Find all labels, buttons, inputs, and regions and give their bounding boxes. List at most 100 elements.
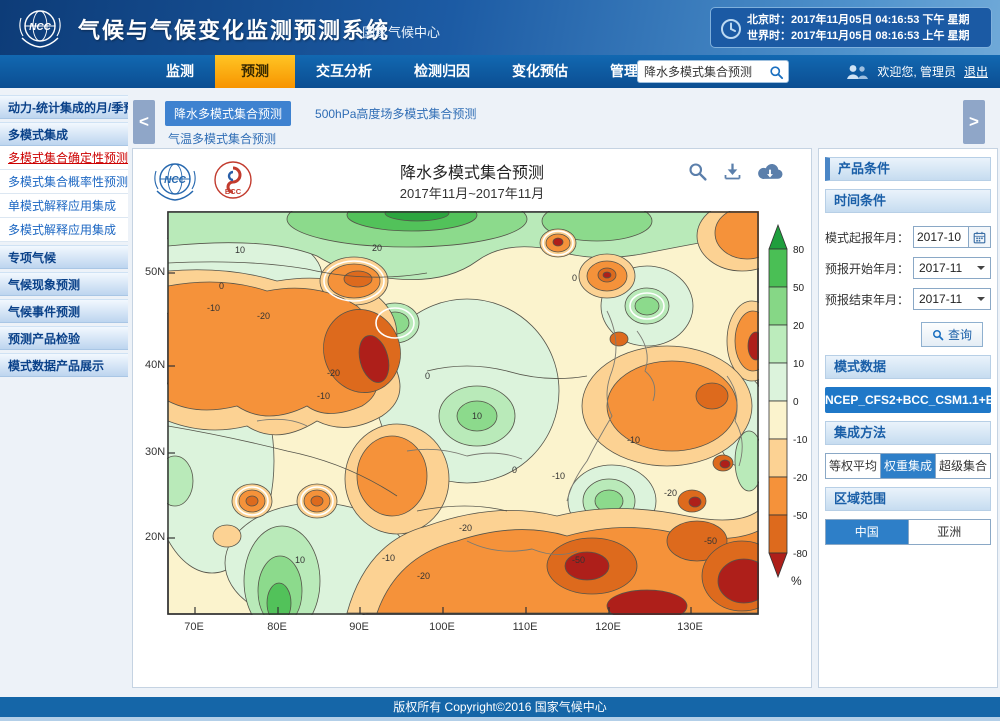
nav-tab-prediction[interactable]: 预测 bbox=[215, 55, 295, 88]
method-equal-weight[interactable]: 等权平均 bbox=[826, 454, 880, 478]
svg-text:-10: -10 bbox=[207, 303, 220, 313]
sidebar-item-deterministic-forecast[interactable]: 多模式集合确定性预测 bbox=[0, 146, 128, 170]
nav-tab-detection-attribution[interactable]: 检测归因 bbox=[414, 63, 470, 79]
logout-link[interactable]: 退出 bbox=[963, 65, 988, 79]
legend-unit: % bbox=[791, 574, 802, 588]
map-subtitle: 2017年11月~2017年11月 bbox=[399, 186, 545, 201]
svg-text:10: 10 bbox=[472, 411, 482, 421]
svg-text:BCC: BCC bbox=[225, 187, 242, 196]
map-title: 降水多模式集合预测 bbox=[399, 165, 544, 182]
nav-tab-change-assessment[interactable]: 变化预估 bbox=[512, 63, 568, 79]
nav-tab-monitoring[interactable]: 监测 bbox=[166, 63, 194, 79]
x-axis-tick: 70E bbox=[184, 621, 204, 633]
subtab-temperature-ensemble[interactable]: 气温多模式集合预测 bbox=[168, 132, 277, 146]
map-panel: NCC BCC 降水多模式集合预测 2017年11月~2017年11月 bbox=[132, 148, 812, 688]
sidebar-item-multimodel-ensemble[interactable]: 多模式集成 bbox=[0, 122, 128, 146]
region-section-title: 区域范围 bbox=[825, 487, 991, 511]
forecast-end-select[interactable]: 2017-11 bbox=[913, 288, 991, 310]
y-axis-tick: 40N bbox=[145, 359, 166, 371]
sidebar-item-dynstat-monthly[interactable]: 动力-统计集成的月/季预测 bbox=[0, 95, 128, 119]
cloud-download-icon[interactable] bbox=[757, 161, 783, 187]
nav-tab-interactive-analysis[interactable]: 交互分析 bbox=[316, 63, 372, 79]
sidebar-item-special-climate[interactable]: 专项气候 bbox=[0, 245, 128, 269]
y-axis-tick: 30N bbox=[145, 446, 166, 458]
sidebar-item-model-data-display[interactable]: 模式数据产品展示 bbox=[0, 353, 128, 377]
region-asia[interactable]: 亚洲 bbox=[907, 520, 990, 544]
svg-text:-50: -50 bbox=[793, 511, 808, 522]
sidebar-item-single-model-application[interactable]: 单模式解释应用集成 bbox=[0, 194, 128, 218]
svg-text:-20: -20 bbox=[327, 368, 340, 378]
subtab-500hpa-ensemble[interactable]: 500hPa高度场多模式集合预测 bbox=[315, 107, 477, 121]
sidebar-item-probabilistic-forecast[interactable]: 多模式集合概率性预测 bbox=[0, 170, 128, 194]
region-china[interactable]: 中国 bbox=[826, 520, 908, 544]
sidebar-item-climate-events[interactable]: 气候事件预测 bbox=[0, 299, 128, 323]
search-box bbox=[637, 60, 789, 83]
contour-lines bbox=[167, 261, 588, 512]
download-icon[interactable] bbox=[722, 161, 743, 187]
zoom-icon[interactable] bbox=[687, 161, 708, 187]
svg-text:-20: -20 bbox=[793, 473, 808, 484]
query-button[interactable]: 查询 bbox=[920, 322, 983, 347]
region-group: 中国 亚洲 bbox=[825, 519, 991, 545]
svg-text:10: 10 bbox=[793, 359, 805, 370]
ensemble-method-group: 等权平均 权重集成 超级集合 bbox=[825, 453, 991, 479]
x-axis-tick: 80E bbox=[267, 621, 287, 633]
svg-text:-20: -20 bbox=[257, 311, 270, 321]
svg-text:0: 0 bbox=[572, 273, 577, 283]
svg-text:NCC: NCC bbox=[29, 22, 51, 33]
x-axis-tick: 110E bbox=[512, 621, 538, 633]
svg-text:0: 0 bbox=[425, 371, 430, 381]
svg-text:-10: -10 bbox=[627, 435, 640, 445]
app-title: 气候与气候变化监测预测系统 bbox=[78, 18, 391, 43]
method-super-ensemble[interactable]: 超级集合 bbox=[935, 454, 990, 478]
coastline-lines bbox=[256, 310, 743, 555]
ncc-logo-icon: NCC bbox=[14, 4, 66, 55]
method-weighted-ensemble[interactable]: 权重集成 bbox=[880, 454, 935, 478]
sidebar-item-forecast-verification[interactable]: 预测产品检验 bbox=[0, 326, 128, 350]
time-section-title: 时间条件 bbox=[825, 189, 991, 213]
sidebar-menu: 动力-统计集成的月/季预测 多模式集成 多模式集合确定性预测 多模式集合概率性预… bbox=[0, 95, 128, 377]
svg-text:0: 0 bbox=[793, 397, 799, 408]
chevron-down-icon bbox=[977, 266, 985, 274]
app-header: NCC 气候与气候变化监测预测系统 国家气候中心 北京时：2017年11月05日… bbox=[0, 0, 1000, 55]
svg-text:-20: -20 bbox=[459, 523, 472, 533]
subtab-precipitation-ensemble[interactable]: 降水多模式集合预测 bbox=[165, 101, 292, 126]
contour-fills bbox=[167, 211, 759, 615]
svg-text:NCC: NCC bbox=[164, 175, 186, 186]
color-scale-legend: 80 50 20 10 0 -10 -20 -50 -80 % bbox=[768, 223, 808, 588]
x-axis-tick: 130E bbox=[677, 621, 703, 633]
panel-title: 产品条件 bbox=[825, 157, 991, 181]
sidebar-item-climate-phenomena[interactable]: 气候现象预测 bbox=[0, 272, 128, 296]
contour-highlight-rings bbox=[235, 230, 665, 516]
sidebar-item-multi-model-application[interactable]: 多模式解释应用集成 bbox=[0, 218, 128, 242]
legend-tick-labels: 80 50 20 10 0 -10 -20 -50 -80 % bbox=[791, 245, 808, 588]
svg-text:-10: -10 bbox=[552, 471, 565, 481]
svg-text:-50: -50 bbox=[704, 536, 717, 546]
ncc-logo-icon: NCC bbox=[154, 163, 196, 201]
y-axis-tick: 50N bbox=[145, 266, 166, 278]
clock-icon bbox=[721, 19, 741, 39]
precipitation-contour-map: 10 20 0 -10 -20 -20 -10 0 10 0 -10 -20 -… bbox=[167, 211, 759, 615]
user-icon bbox=[847, 64, 869, 79]
search-icon[interactable] bbox=[769, 65, 784, 80]
bcc-logo-icon: BCC bbox=[214, 161, 252, 199]
subnav-next-arrow[interactable]: > bbox=[963, 100, 985, 144]
search-input[interactable] bbox=[638, 61, 760, 82]
svg-text:0: 0 bbox=[512, 465, 517, 475]
svg-text:-20: -20 bbox=[417, 571, 430, 581]
svg-text:-10: -10 bbox=[382, 553, 395, 563]
svg-text:-10: -10 bbox=[793, 435, 808, 446]
subnav-prev-arrow[interactable]: < bbox=[133, 100, 155, 144]
model-init-input[interactable] bbox=[914, 230, 968, 244]
model-data-button[interactable]: NCEP_CFS2+BCC_CSM1.1+ECMW... bbox=[825, 387, 991, 413]
org-name: 国家气候中心 bbox=[362, 25, 441, 40]
forecast-start-select[interactable]: 2017-11 bbox=[913, 257, 991, 279]
product-conditions-panel: 产品条件 时间条件 模式起报年月： 预报开始年月： 2017-11 bbox=[818, 148, 998, 688]
time-box: 北京时：2017年11月05日 04:16:53 下午 星期 世界时：2017年… bbox=[710, 7, 992, 48]
calendar-icon[interactable] bbox=[968, 227, 990, 247]
svg-text:-20: -20 bbox=[664, 488, 677, 498]
map-area: 50N 40N 30N 20N 70E 80E 90E 100E 110E 12… bbox=[145, 211, 808, 673]
model-init-label: 模式起报年月： bbox=[825, 230, 910, 245]
svg-text:10: 10 bbox=[235, 245, 245, 255]
x-axis-tick: 100E bbox=[429, 621, 455, 633]
